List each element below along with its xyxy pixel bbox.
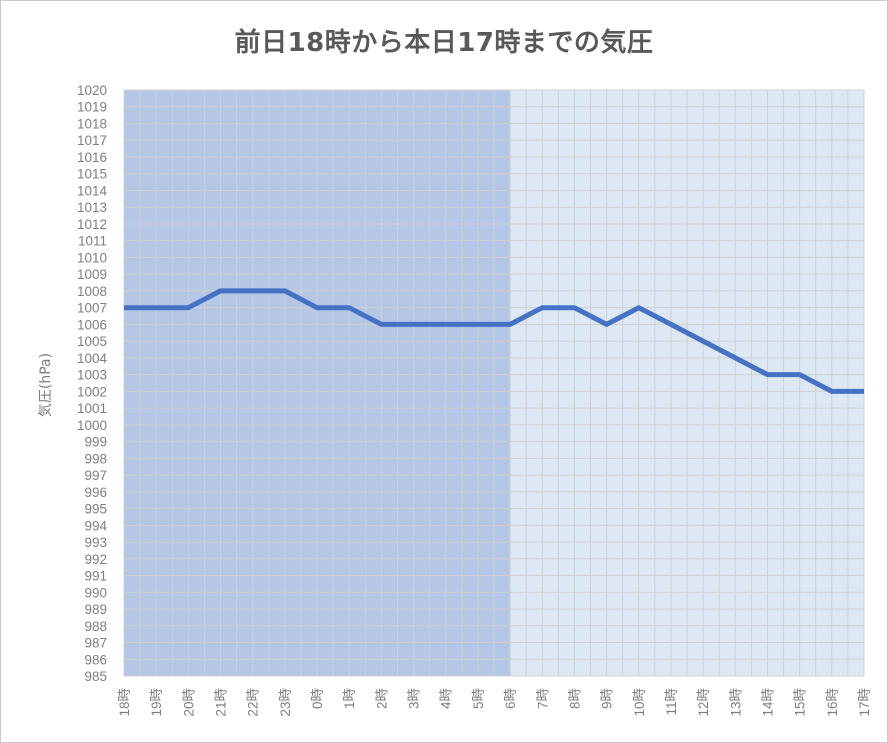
- y-tick-label: 992: [84, 552, 107, 567]
- y-tick-label: 1005: [77, 334, 107, 349]
- x-tick-label: 7時: [535, 688, 550, 710]
- y-axis-label: 気圧(hPa): [38, 353, 54, 417]
- y-tick-label: 995: [84, 502, 107, 517]
- x-tick-label: 3時: [407, 688, 422, 710]
- y-tick-label: 1009: [77, 267, 107, 282]
- x-tick-label: 4時: [439, 688, 454, 710]
- y-tick-label: 1002: [77, 384, 107, 399]
- x-tick-label: 13時: [728, 688, 743, 717]
- y-tick-label: 1003: [77, 368, 107, 383]
- x-tick-label: 15時: [793, 688, 808, 717]
- y-tick-label: 994: [84, 518, 107, 533]
- x-tick-label: 8時: [567, 688, 582, 710]
- x-tick-label: 10時: [632, 688, 647, 717]
- y-tick-label: 987: [84, 636, 107, 651]
- y-tick-label: 989: [84, 602, 107, 617]
- x-tick-label: 9時: [600, 688, 615, 710]
- x-tick-label: 12時: [696, 688, 711, 717]
- y-axis-ticks: 9859869879889899909919929939949959969979…: [77, 83, 108, 684]
- y-tick-label: 1007: [77, 301, 107, 316]
- y-tick-label: 1014: [77, 183, 108, 198]
- y-tick-label: 1018: [77, 116, 107, 131]
- y-tick-label: 988: [84, 619, 107, 634]
- y-tick-label: 996: [84, 485, 107, 500]
- x-tick-label: 14時: [760, 688, 775, 717]
- y-tick-label: 1000: [77, 418, 107, 433]
- y-tick-label: 985: [84, 669, 107, 684]
- y-tick-label: 990: [84, 585, 107, 600]
- y-tick-label: 1008: [77, 284, 107, 299]
- y-tick-label: 997: [84, 468, 107, 483]
- y-tick-label: 1001: [77, 401, 107, 416]
- x-tick-label: 1時: [342, 688, 357, 710]
- y-tick-label: 1017: [77, 133, 107, 148]
- y-tick-label: 1011: [78, 234, 107, 249]
- y-tick-label: 991: [84, 569, 107, 584]
- x-tick-label: 11時: [664, 688, 679, 716]
- grid-lines: [123, 89, 865, 677]
- series-group: [124, 288, 864, 394]
- x-tick-label: 16時: [825, 688, 840, 717]
- x-tick-label: 0時: [310, 688, 325, 710]
- y-tick-label: 1012: [77, 217, 107, 232]
- y-tick-label: 1019: [77, 100, 107, 115]
- y-tick-label: 1020: [77, 83, 107, 98]
- y-tick-label: 1013: [77, 200, 107, 215]
- x-tick-label: 23時: [278, 688, 293, 717]
- y-tick-label: 999: [84, 435, 107, 450]
- y-tick-label: 993: [84, 535, 107, 550]
- x-tick-label: 22時: [246, 688, 261, 717]
- x-tick-label: 6時: [503, 688, 518, 710]
- y-tick-label: 1006: [77, 317, 107, 332]
- x-axis-ticks: 18時 19時 20時 21時 22時 23時 0時 1時 2時 3時 4時 5時 6時 7時 8時 9時 10…: [117, 688, 872, 717]
- x-tick-label: 18時: [117, 688, 132, 717]
- y-tick-label: 998: [84, 451, 107, 466]
- x-tick-label: 17時: [857, 688, 872, 717]
- x-tick-label: 20時: [181, 688, 196, 717]
- x-tick-label: 2時: [374, 688, 389, 710]
- y-tick-label: 1004: [77, 351, 108, 366]
- chart-title: 前日18時から本日17時までの気圧: [234, 28, 654, 58]
- y-tick-label: 1016: [77, 150, 107, 165]
- x-tick-label: 5時: [471, 688, 486, 710]
- x-tick-label: 21時: [214, 688, 229, 717]
- y-tick-label: 1015: [77, 167, 107, 182]
- series-line-1: [124, 288, 864, 394]
- y-tick-label: 986: [84, 652, 107, 667]
- x-tick-label: 19時: [149, 688, 164, 717]
- y-tick-label: 1010: [77, 250, 107, 265]
